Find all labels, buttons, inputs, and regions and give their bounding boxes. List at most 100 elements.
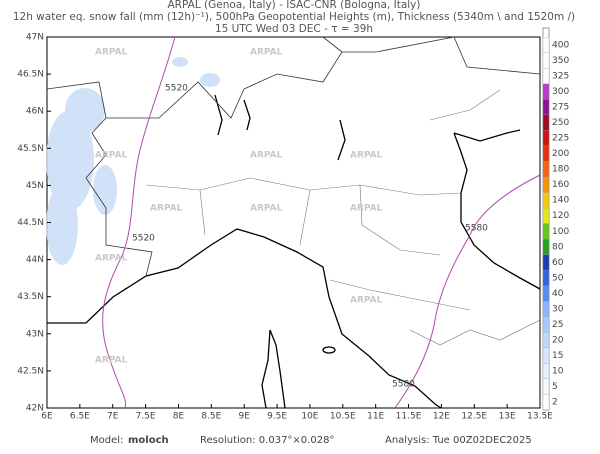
y-tick-label: 43N [26,329,44,339]
colorbar-label: 25 [552,320,563,330]
y-tick-label: 45N [26,181,44,191]
contour-label: 5580 [392,380,415,390]
colorbar-swatch [542,176,550,193]
snow-area [46,57,220,265]
colorbar-swatch [542,394,550,410]
colorbar-swatch [542,161,550,178]
colorbar-label: 120 [552,211,569,221]
y-tick-label: 44.5N [17,218,44,228]
colorbar-swatch [542,223,550,240]
colorbar-label: 15 [552,351,563,361]
corsica [261,329,286,409]
colorbar-label: 200 [552,149,569,159]
watermarks: ARPAL ARPAL ARPAL ARPAL ARPAL ARPAL ARPA… [95,48,383,366]
footer-model: moloch [128,435,169,446]
y-tick-label: 46N [26,107,44,117]
region-border [145,89,541,346]
colorbar-label: 275 [552,103,569,113]
x-tick-label: 9.5E [267,412,287,422]
x-tick-label: 13E [499,412,516,422]
x-tick-label: 11E [367,412,384,422]
height-contour [102,36,176,409]
elba [322,346,336,354]
watermark: ARPAL [150,204,183,214]
x-tick-label: 11.5E [396,412,422,422]
colorbar-label: 100 [552,227,569,237]
colorbar-label: 400 [552,41,569,51]
colorbar-label: 225 [552,134,569,144]
watermark: ARPAL [350,204,383,214]
y-tick-label: 47N [26,33,44,43]
y-tick-label: 44N [26,255,44,265]
colorbar-swatch [542,316,550,333]
watermark: ARPAL [95,356,128,366]
colorbar-label: 80 [552,242,564,252]
coastline [47,228,442,409]
colorbar-label: 40 [552,289,564,299]
colorbar-swatch [542,99,550,115]
x-tick-label: 12E [433,412,450,422]
x-tick-label: 8.5E [201,412,221,422]
map: 5520 5520 5580 5580 ARPAL ARPAL ARPAL AR… [46,36,541,409]
colorbar-label: 350 [552,56,569,66]
coastline [453,129,541,290]
x-tick-label: 6.5E [70,412,90,422]
colorbar-swatch [542,285,550,302]
watermark: ARPAL [250,48,283,58]
x-tick-label: 13.5E [527,412,553,422]
colorbar-label: 10 [552,366,564,376]
x-tick-label: 10E [301,412,318,422]
x-tick-label: 6E [41,412,53,422]
height-contour [394,174,541,409]
map-frame [46,36,541,409]
colorbar-label: 5 [552,382,558,392]
contour-label: 5580 [465,224,488,234]
colorbar-swatch [542,238,550,255]
colorbar-label: 300 [552,87,569,97]
colorbar-swatch [542,378,550,395]
header-line3: 15 UTC Wed 03 DEC - τ = 39h [215,23,373,35]
y-tick-label: 45.5N [17,144,44,154]
watermark: ARPAL [95,254,128,264]
footer-analysis: Analysis: Tue 00Z02DEC2025 [385,435,532,446]
x-tick-label: 8E [173,412,185,422]
colorbar-swatch [542,207,550,224]
colorbar-label: 250 [552,118,569,128]
colorbar-swatch [542,269,550,286]
x-tick-label: 7.5E [136,412,156,422]
colorbar-label: 30 [552,304,564,314]
colorbar-swatch [542,145,550,162]
watermark: ARPAL [95,48,128,58]
border [342,36,541,75]
watermark: ARPAL [95,151,128,161]
colorbar-swatch [542,192,550,209]
colorbar-swatch [542,300,550,317]
header-line1: ARPAL (Genoa, Italy) - ISAC-CNR (Bologna… [168,0,421,11]
border [85,117,153,277]
y-tick-label: 43.5N [17,292,44,302]
colorbar-swatch [542,83,550,100]
colorbar-label: 160 [552,180,569,190]
header-line2: 12h water eq. snow fall (mm (12h)⁻¹), 50… [13,11,575,23]
footer-model-label: Model: [90,435,123,446]
colorbar-swatch [542,37,550,53]
watermark: ARPAL [250,151,283,161]
watermark: ARPAL [350,151,383,161]
contour-label: 5520 [132,234,155,244]
colorbar-swatch [542,68,550,84]
colorbar-swatch [542,130,550,147]
colorbar-label: 20 [552,335,564,345]
x-tick-label: 12.5E [461,412,487,422]
colorbar-swatch [542,52,550,69]
footer-resolution: Resolution: 0.037°×0.028° [200,435,334,446]
colorbar-label: 60 [552,258,564,268]
colorbar-swatch [542,363,550,379]
colorbar-label: 50 [552,273,564,283]
watermark: ARPAL [350,296,383,306]
colorbar-swatch [542,347,550,364]
colorbar-label: 2 [552,398,558,408]
y-tick-label: 42N [26,404,44,414]
x-tick-label: 9E [238,412,250,422]
colorbar-swatch [542,114,550,131]
x-tick-label: 7E [107,412,119,422]
